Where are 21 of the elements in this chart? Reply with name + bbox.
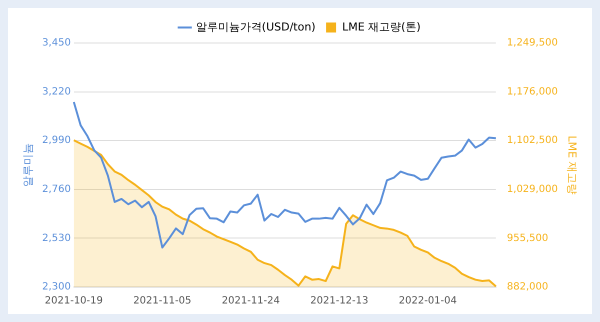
y-tick-label: 2,530: [42, 232, 71, 244]
y2-tick-label: 1,176,000: [506, 86, 558, 98]
y-tick-label: 3,220: [42, 86, 71, 98]
y-tick-label: 2,990: [42, 135, 71, 146]
y2-tick-label: 1,102,500: [506, 135, 558, 146]
y-tick-label: 2,300: [42, 282, 71, 293]
y-axis-title: 알루미늄: [21, 143, 34, 187]
y-tick-label: 3,450: [42, 38, 71, 49]
y2-tick-label: 1,249,500: [506, 38, 558, 49]
x-tick-label: 2021-10-19: [44, 296, 103, 307]
y2-tick-label: 955,500: [506, 232, 548, 244]
y2-axis-title: LME 재고량: [566, 135, 579, 195]
y2-tick-label: 882,000: [506, 282, 548, 293]
y2-tick-label: 1,029,000: [506, 184, 558, 195]
legend-label: LME 재고량(톤): [342, 20, 421, 34]
y-tick-label: 2,760: [42, 184, 71, 195]
legend-label: 알루미늄가격(USD/ton): [196, 20, 316, 34]
x-tick-label: 2022-01-04: [398, 296, 457, 307]
x-tick-label: 2021-11-05: [133, 296, 192, 307]
x-tick-label: 2021-12-13: [310, 296, 368, 307]
x-tick-label: 2021-11-24: [222, 296, 280, 307]
